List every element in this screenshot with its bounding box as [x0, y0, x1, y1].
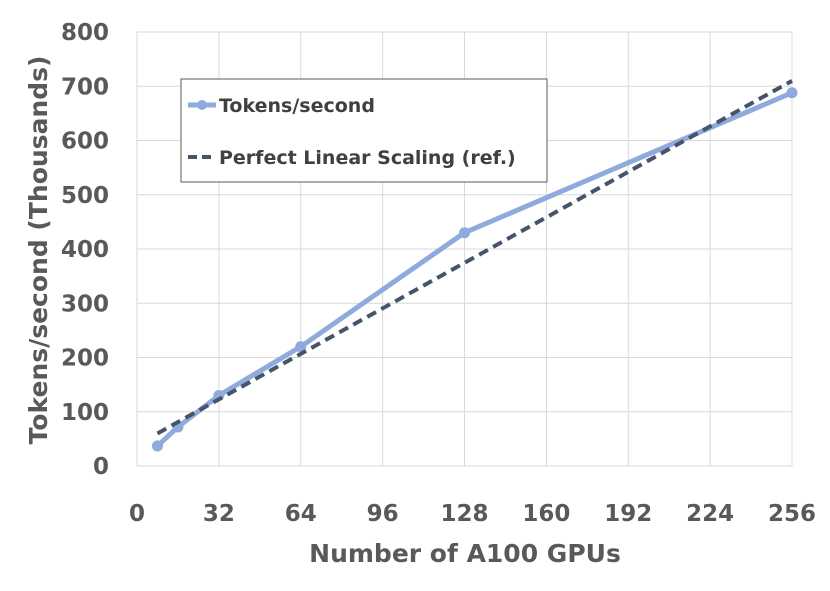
- series-layer: [151, 79, 798, 452]
- x-tick-label: 32: [203, 501, 235, 527]
- data-point: [151, 440, 163, 452]
- y-tick-label: 800: [61, 20, 109, 46]
- y-tick-label: 500: [61, 183, 109, 209]
- tick-labels: 0 100 200 300 400 500 600 700 800 0 32 64 96 128 160 19…: [61, 20, 816, 527]
- x-tick-label: 160: [522, 501, 570, 527]
- y-tick-label: 400: [61, 237, 109, 263]
- legend: Tokens/second Perfect Linear Scaling (re…: [180, 78, 548, 183]
- y-tick-label: 0: [93, 454, 109, 480]
- data-point: [295, 341, 307, 353]
- y-axis-title: Tokens/second (Thousands): [24, 56, 53, 445]
- x-tick-label: 64: [285, 501, 317, 527]
- y-tick-label: 700: [61, 74, 109, 100]
- y-tick-label: 300: [61, 291, 109, 317]
- x-tick-label: 128: [440, 501, 488, 527]
- data-point: [786, 87, 798, 99]
- data-point: [459, 227, 470, 239]
- y-tick-label: 100: [61, 400, 109, 426]
- x-tick-label: 224: [686, 501, 734, 527]
- x-tick-label: 192: [604, 501, 652, 527]
- legend-label-linear: Perfect Linear Scaling (ref.): [219, 147, 516, 169]
- series-line-linear-scaling: [156, 79, 793, 436]
- x-axis-title: Number of A100 GPUs: [309, 539, 621, 568]
- x-tick-label: 96: [367, 501, 399, 527]
- legend-box: [180, 78, 548, 183]
- x-tick-label: 256: [768, 501, 816, 527]
- legend-label-tokens: Tokens/second: [219, 95, 375, 117]
- y-tick-label: 200: [61, 346, 109, 372]
- legend-marker-tokens: [197, 100, 207, 110]
- y-tick-label: 600: [61, 129, 109, 155]
- x-tick-label: 0: [129, 501, 145, 527]
